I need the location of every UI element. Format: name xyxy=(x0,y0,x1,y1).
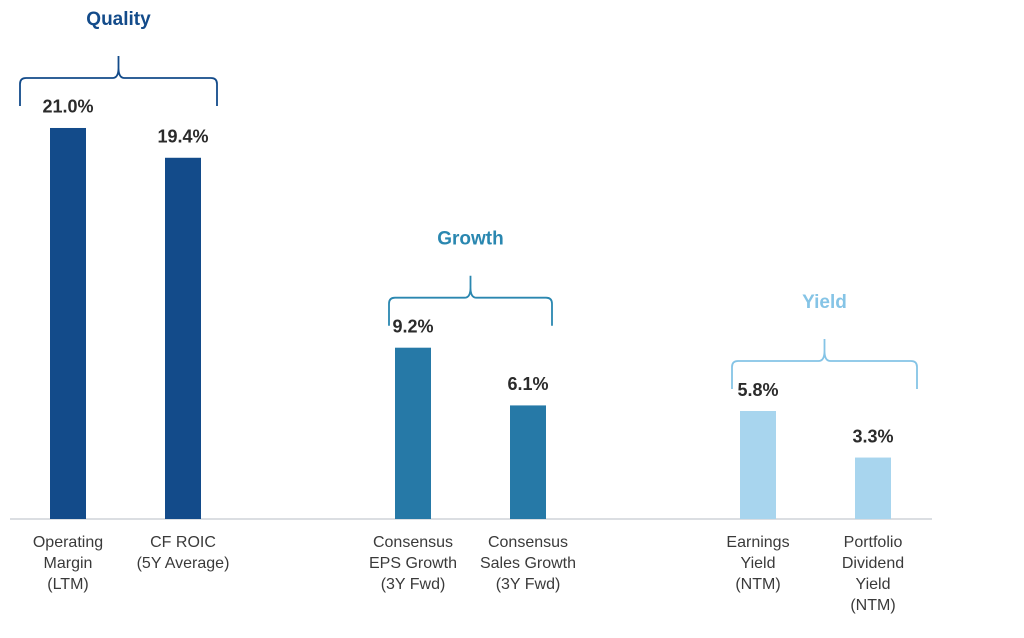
bar xyxy=(510,405,546,519)
category-label: Consensus xyxy=(488,534,568,551)
category-label: Consensus xyxy=(373,534,453,551)
category-label: Portfolio xyxy=(844,534,903,551)
category-label: EPS Growth xyxy=(369,555,457,572)
category-label: (LTM) xyxy=(47,576,88,593)
bar xyxy=(50,127,86,519)
category-label: Earnings xyxy=(726,534,789,551)
category-label: Sales Growth xyxy=(480,555,576,572)
category-label: CF ROIC xyxy=(150,534,216,551)
category-label: (5Y Average) xyxy=(137,555,230,572)
category-label: (NTM) xyxy=(850,597,895,614)
value-label: 19.4% xyxy=(157,127,208,147)
group-label: Quality xyxy=(86,9,151,30)
category-label: Yield xyxy=(856,576,891,593)
category-label: Dividend xyxy=(842,555,904,572)
group-bracket xyxy=(388,275,553,326)
value-label: 6.1% xyxy=(507,374,548,394)
category-label: (3Y Fwd) xyxy=(381,576,446,593)
category-label: (3Y Fwd) xyxy=(496,576,561,593)
category-label: Yield xyxy=(741,555,776,572)
category-label: Operating xyxy=(33,534,103,551)
bar xyxy=(855,457,891,519)
category-label: (NTM) xyxy=(735,576,780,593)
value-label: 3.3% xyxy=(852,426,893,446)
value-label: 9.2% xyxy=(392,316,433,336)
group-bracket xyxy=(19,55,218,106)
group-bracket xyxy=(731,339,918,390)
bar xyxy=(395,347,431,519)
group-label: Yield xyxy=(802,292,847,313)
bar xyxy=(165,157,201,519)
value-label: 5.8% xyxy=(737,380,778,400)
value-label: 21.0% xyxy=(42,97,93,117)
bar xyxy=(740,411,776,519)
group-label: Growth xyxy=(437,229,504,250)
category-label: Margin xyxy=(44,555,93,572)
